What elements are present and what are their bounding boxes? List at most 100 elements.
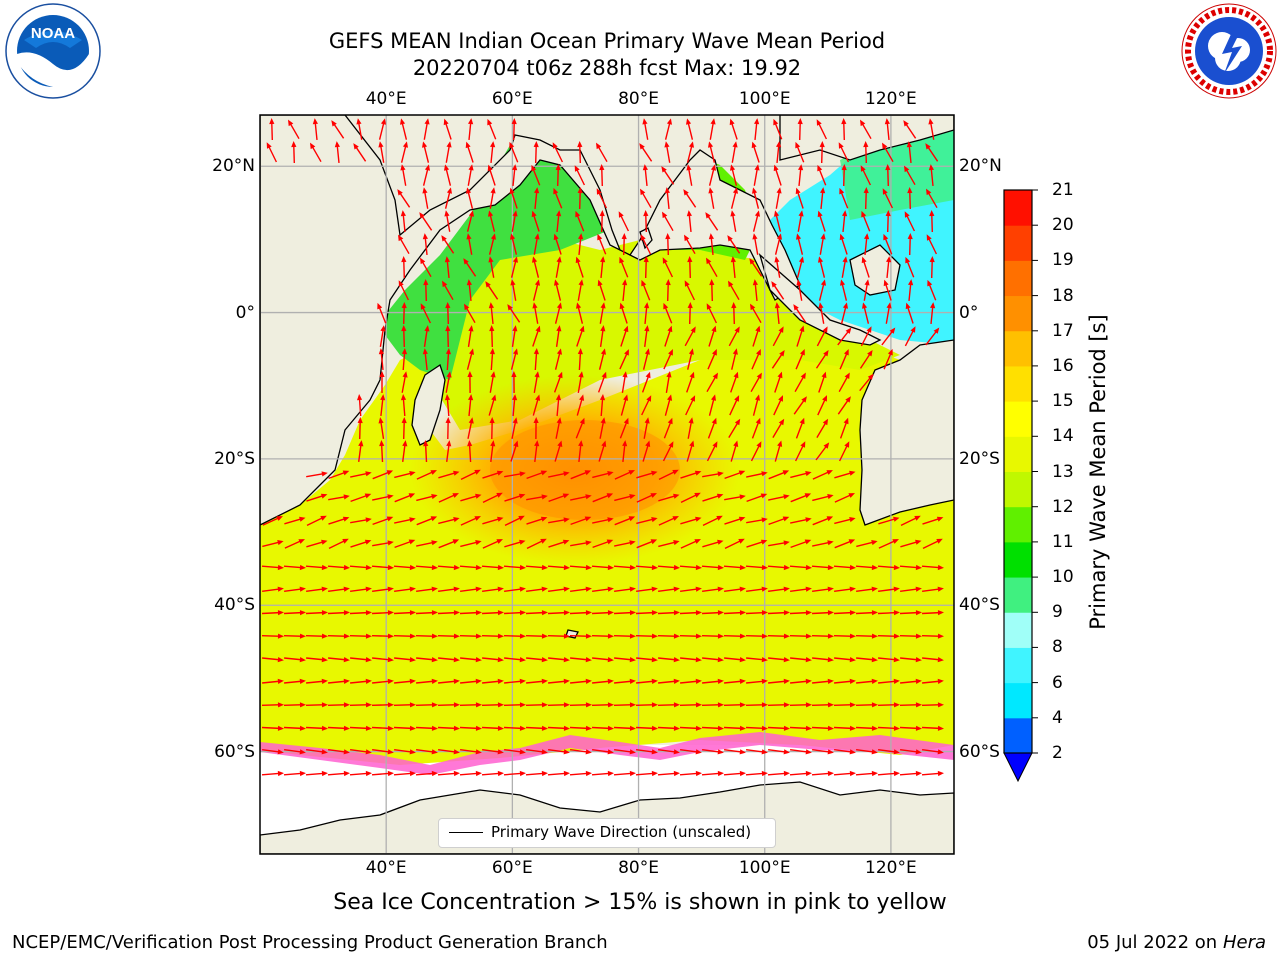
wave-arrow <box>261 610 284 616</box>
wave-arrow <box>569 564 592 571</box>
wave-arrow <box>921 770 944 777</box>
ocean-period-10 <box>385 145 610 380</box>
wave-arrow <box>687 417 694 439</box>
wave-arrow <box>459 564 482 571</box>
wave-arrow <box>797 210 804 232</box>
wave-arrow <box>503 564 526 571</box>
wave-arrow <box>444 210 451 232</box>
wave-arrow <box>754 118 760 140</box>
wave-arrow <box>547 610 570 616</box>
wave-arrow <box>709 118 716 140</box>
wave-arrow <box>643 417 650 439</box>
wave-arrow <box>774 210 782 232</box>
wave-arrow <box>613 770 636 777</box>
wave-arrow <box>639 143 653 162</box>
wave-arrow <box>349 770 372 777</box>
wave-arrow <box>840 302 848 324</box>
wave-arrow <box>372 749 394 755</box>
lon-tick-label: 80°E <box>618 89 659 109</box>
wave-arrow <box>728 326 740 347</box>
wave-arrow <box>284 678 306 684</box>
wave-arrow <box>577 187 583 210</box>
wave-arrow <box>929 256 935 279</box>
wave-arrow <box>839 187 849 209</box>
wave-arrow <box>771 350 785 369</box>
wave-arrow <box>306 493 328 502</box>
wave-arrow <box>818 302 825 324</box>
wave-arrow <box>812 749 834 755</box>
wave-arrow <box>415 610 438 616</box>
wave-arrow <box>394 678 416 684</box>
wave-arrow <box>372 516 394 526</box>
wave-arrow <box>619 256 629 278</box>
colorbar-tick-label: 10 <box>1052 567 1074 588</box>
wave-arrow <box>460 516 481 526</box>
wave-arrow <box>490 141 496 163</box>
wave-arrow <box>746 471 768 478</box>
wave-arrow <box>921 725 944 731</box>
wave-arrow <box>422 187 429 209</box>
wave-arrow <box>833 725 856 731</box>
wave-arrow <box>620 325 629 347</box>
wave-arrow <box>402 440 408 462</box>
wave-arrow <box>262 678 284 684</box>
wave-arrow <box>663 349 673 370</box>
wave-arrow <box>877 564 900 571</box>
colorbar-segment <box>1004 717 1032 754</box>
wave-arrow <box>899 564 922 571</box>
wave-arrow <box>679 770 702 777</box>
wave-arrow <box>306 678 328 684</box>
wave-arrow <box>752 210 760 232</box>
wave-arrow <box>422 141 430 163</box>
wave-arrow <box>599 210 605 233</box>
wave-arrow <box>613 725 636 731</box>
wave-arrow <box>768 749 790 755</box>
wave-arrow <box>794 372 806 393</box>
wave-arrow <box>863 187 869 210</box>
wave-arrow <box>622 279 628 301</box>
wave-arrow <box>379 440 385 463</box>
wave-arrow <box>334 141 340 163</box>
wave-arrow <box>789 725 812 731</box>
wave-arrow <box>855 770 878 777</box>
map-legend: Primary Wave Direction (unscaled) <box>438 818 776 848</box>
wave-arrow <box>512 164 518 186</box>
wave-arrow <box>790 539 812 549</box>
wave-arrow <box>481 702 504 708</box>
wave-arrow <box>420 303 432 324</box>
wave-arrow <box>575 210 585 232</box>
wave-arrow <box>746 586 768 592</box>
wave-arrow <box>306 749 328 755</box>
wave-arrow <box>665 371 672 394</box>
wave-arrow <box>641 371 651 393</box>
wave-arrow <box>926 234 938 255</box>
wave-arrow <box>423 325 430 348</box>
wave-arrow <box>811 610 834 616</box>
wave-arrow <box>812 540 834 547</box>
colorbar-segment <box>1004 401 1032 437</box>
wave-arrow <box>789 770 812 777</box>
wave-arrow <box>730 371 739 393</box>
wave-arrow <box>503 725 526 731</box>
wave-arrow <box>288 119 300 140</box>
wave-arrow <box>533 348 539 371</box>
wave-arrow <box>467 325 474 348</box>
wave-arrow <box>860 326 872 347</box>
wave-arrow <box>419 212 433 231</box>
wave-arrow <box>510 279 517 301</box>
wave-arrow <box>489 371 496 393</box>
wave-arrow <box>881 327 896 346</box>
wave-arrow <box>663 417 673 439</box>
wave-arrow <box>789 702 812 708</box>
wave-arrow <box>882 142 894 163</box>
lon-tick-label: 120°E <box>865 89 917 109</box>
wave-arrow <box>746 678 768 684</box>
wave-arrow <box>636 470 658 479</box>
wave-arrow <box>708 164 716 186</box>
graticule <box>260 115 954 854</box>
wave-arrow <box>466 348 474 370</box>
lat-tick-label: 60°S <box>214 741 255 762</box>
wave-arrow <box>841 256 848 278</box>
wave-arrow <box>706 372 718 393</box>
wave-arrow <box>574 165 586 186</box>
